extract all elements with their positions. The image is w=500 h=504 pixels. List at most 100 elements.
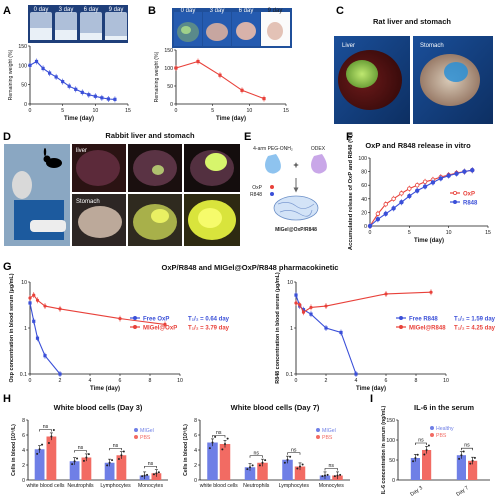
data-point xyxy=(339,330,343,335)
x-tick-label: 2 xyxy=(325,378,328,384)
data-dot xyxy=(214,435,217,438)
x-tick-label: 10 xyxy=(443,378,449,384)
x-axis-label: Time (day) xyxy=(356,386,386,392)
data-point xyxy=(240,88,244,92)
y-axis-label: IL-6 concentration in serum (ng/mL) xyxy=(381,405,387,494)
x-tick-label: 15 xyxy=(283,108,289,114)
x-tick-label: white blood cells xyxy=(26,483,64,489)
data-dot xyxy=(321,475,324,478)
data-dot xyxy=(157,471,160,474)
data-point xyxy=(262,97,266,101)
data-dot xyxy=(85,456,88,459)
peg-droplet xyxy=(265,154,281,174)
bar-pbs xyxy=(422,450,432,480)
y-tick-label: 4 xyxy=(194,448,197,454)
legend-marker xyxy=(398,315,403,320)
y-axis-label: Cells in blood (10⁹/L) xyxy=(11,424,17,476)
bar-pbs xyxy=(116,455,127,480)
y-axis-label: Remaining weight (%) xyxy=(8,49,14,100)
x-tick-label: 10 xyxy=(246,108,252,114)
panel-d-photos: liver Stomach xyxy=(4,144,240,246)
legend-marker xyxy=(452,199,457,204)
x-tick-label: 0 xyxy=(369,230,372,236)
y-tick-label: 0 xyxy=(24,102,27,108)
y-axis-label: Cells in blood (10⁹/L) xyxy=(183,424,189,476)
data-point xyxy=(383,211,388,216)
data-dot xyxy=(246,468,249,471)
data-point xyxy=(74,87,78,91)
bar-healthy xyxy=(456,455,466,480)
panel-c-photos: Liver Stomach xyxy=(334,36,493,124)
y-tick-label: 50 xyxy=(389,458,395,464)
data-dot xyxy=(224,443,226,445)
panel-e-schematic: 4-arm PEG-ONH₂ ODEX + OxP R848 MIGel@OxP… xyxy=(250,146,327,233)
data-dot xyxy=(208,447,211,450)
legend-swatch xyxy=(316,428,320,432)
y-tick-label: 80 xyxy=(361,170,367,176)
data-dot xyxy=(296,467,299,470)
data-dot xyxy=(324,474,326,477)
panel-label-f: F xyxy=(346,131,353,143)
significance-label: ns xyxy=(329,463,335,469)
data-dot xyxy=(412,460,415,463)
y-tick-label: 0 xyxy=(194,478,197,484)
x-axis-label: Time (day) xyxy=(216,116,246,122)
photo-label: 6 day xyxy=(239,8,254,14)
data-dot xyxy=(108,461,111,464)
chart-title: IL-6 in the serum xyxy=(414,403,474,412)
panel-c-title: Rat liver and stomach xyxy=(373,17,451,26)
photo-label: Liver xyxy=(342,43,355,49)
x-tick-label: 4 xyxy=(355,378,358,384)
significance-bracket xyxy=(39,429,52,432)
y-tick-label: 100 xyxy=(358,156,367,162)
significance-bracket xyxy=(212,435,226,438)
bar-pbs xyxy=(257,462,268,480)
x-tick-label: white blood cells xyxy=(200,483,238,489)
data-dot xyxy=(221,448,224,451)
legend-label: MIGel@R848 xyxy=(409,326,446,332)
data-point xyxy=(367,223,373,229)
significance-label: ns xyxy=(78,445,84,451)
legend-label: OxP xyxy=(463,192,475,198)
bar-migel xyxy=(104,462,115,480)
data-dot xyxy=(76,457,79,460)
data-point xyxy=(383,202,388,207)
y-tick-label: 60 xyxy=(361,183,367,189)
significance-label: ns xyxy=(43,424,49,430)
y-axis-label: Oxp concentration in blood serum (μg/mL) xyxy=(9,273,15,382)
x-tick-label: 6 xyxy=(119,378,122,384)
y-tick-label: 6 xyxy=(194,433,197,439)
x-tick-label: Lymphocytes xyxy=(279,483,310,489)
data-dot xyxy=(458,457,461,460)
series-line-free-oxp xyxy=(29,302,61,375)
y-tick-label: 20 xyxy=(361,210,367,216)
reagent-odex: ODEX xyxy=(311,146,326,152)
data-point xyxy=(28,301,32,305)
data-dot xyxy=(111,459,114,462)
legend-label: Healthy xyxy=(436,426,454,432)
half-life-label: T₁/₂ = 3.79 day xyxy=(188,326,230,332)
data-point xyxy=(407,193,412,199)
data-point xyxy=(118,317,122,321)
legend-label: MIGel xyxy=(322,428,336,434)
x-tick-label: 8 xyxy=(149,378,152,384)
panel-b-photos: 0 day 3 day 6 day 9 day xyxy=(172,8,292,48)
data-point xyxy=(67,84,71,88)
data-point xyxy=(375,211,381,216)
y-tick-label: 150 xyxy=(386,418,395,424)
photo-label: 0 day xyxy=(181,8,196,14)
data-point xyxy=(309,305,313,310)
data-point xyxy=(106,97,110,101)
data-point xyxy=(35,336,40,340)
y-tick-label: 40 xyxy=(361,197,367,203)
significance-bracket xyxy=(249,455,263,458)
panel-label-d: D xyxy=(3,131,11,143)
legend-label: Free OxP xyxy=(143,317,169,323)
data-point xyxy=(48,71,52,75)
x-tick-label: 0 xyxy=(295,378,298,384)
data-point xyxy=(100,96,104,100)
x-axis-label: Time (day) xyxy=(414,238,444,244)
y-tick-label: 6 xyxy=(22,433,25,439)
data-dot xyxy=(249,466,251,469)
